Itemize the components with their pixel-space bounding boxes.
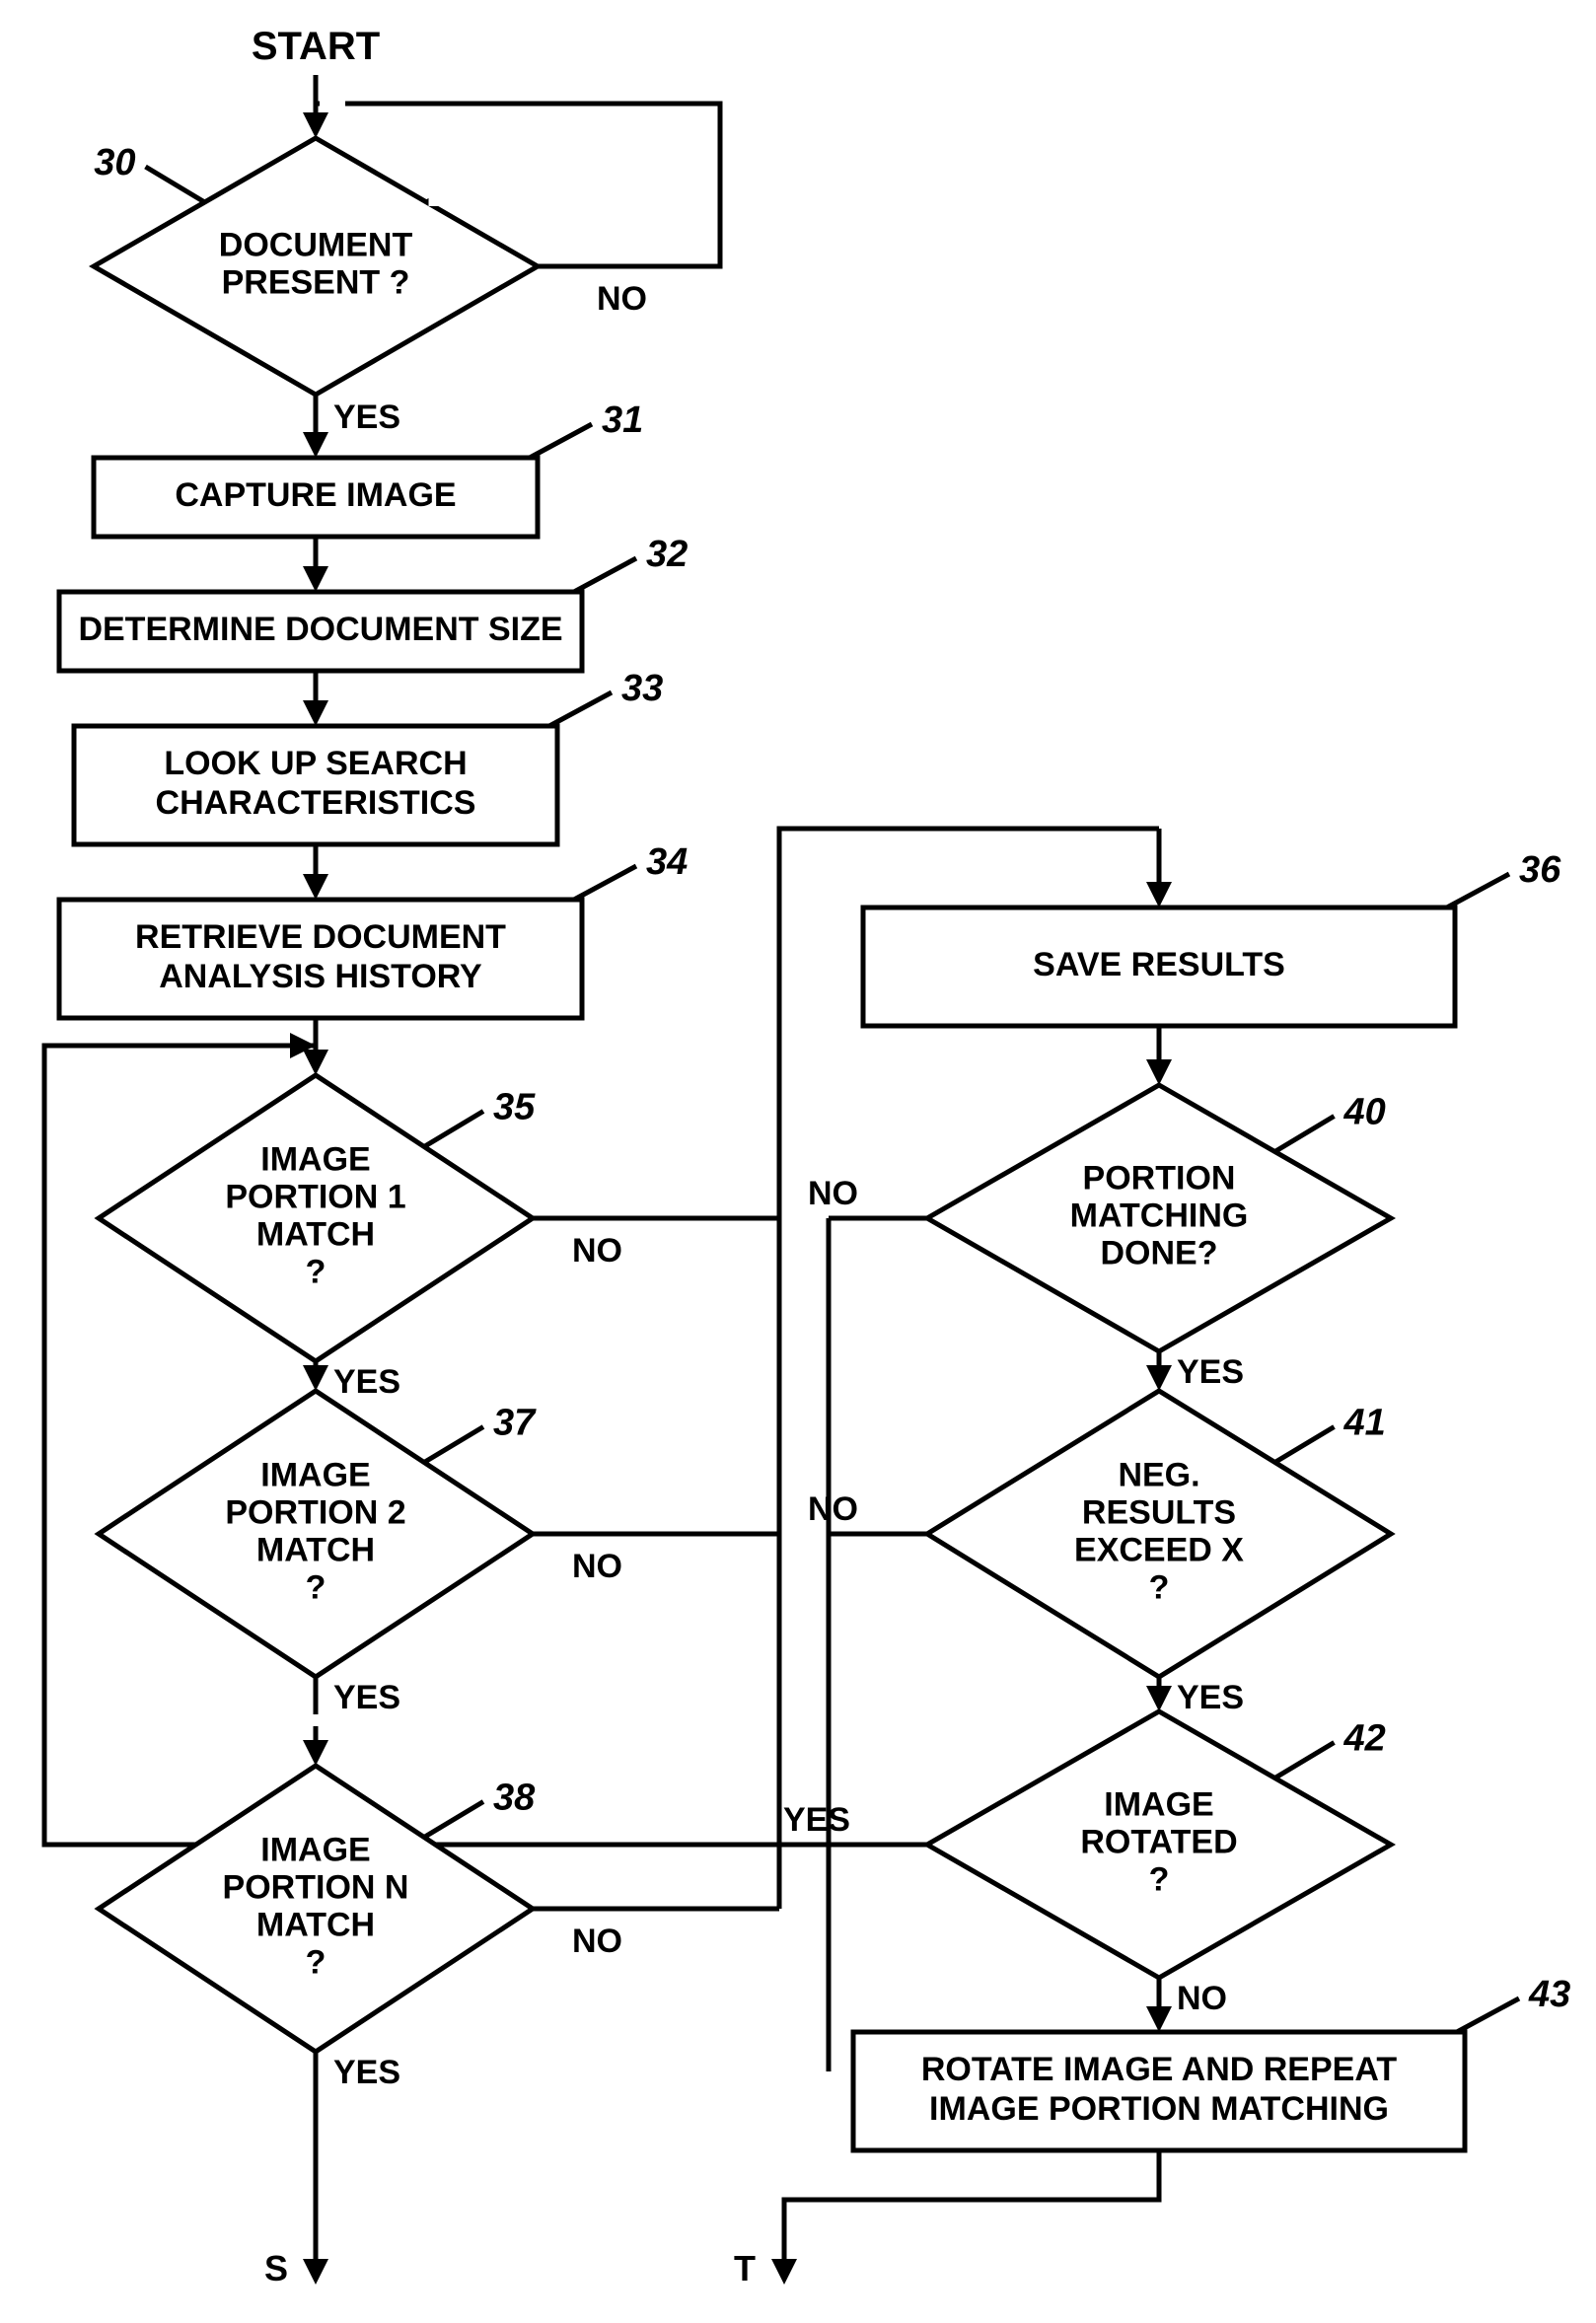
svg-text:32: 32	[646, 534, 688, 575]
svg-text:PORTION 1: PORTION 1	[225, 1178, 405, 1215]
node-n40: PORTIONMATCHINGDONE? 40	[927, 1085, 1391, 1351]
svg-text:IMAGE: IMAGE	[1104, 1785, 1213, 1823]
svg-text:YES: YES	[1177, 1353, 1244, 1391]
svg-text:38: 38	[493, 1778, 536, 1819]
svg-text:T: T	[734, 2248, 756, 2288]
svg-text:MATCH: MATCH	[256, 1531, 375, 1568]
svg-text:41: 41	[1343, 1403, 1386, 1444]
svg-text:YES: YES	[783, 1801, 850, 1839]
svg-text:IMAGE: IMAGE	[260, 1456, 370, 1493]
svg-text:36: 36	[1519, 849, 1561, 891]
svg-text:SAVE RESULTS: SAVE RESULTS	[1033, 946, 1285, 983]
svg-text:NO: NO	[808, 1175, 858, 1212]
svg-text:40: 40	[1343, 1092, 1386, 1133]
node-n34: RETRIEVE DOCUMENTANALYSIS HISTORY 34	[59, 841, 688, 1018]
svg-text:?: ?	[306, 1568, 326, 1606]
svg-text:ROTATE IMAGE AND REPEAT: ROTATE IMAGE AND REPEAT	[921, 2051, 1398, 2088]
svg-text:YES: YES	[333, 1363, 400, 1401]
svg-text:?: ?	[1149, 1860, 1170, 1898]
svg-text:?: ?	[306, 1943, 326, 1981]
svg-text:LOOK UP SEARCH: LOOK UP SEARCH	[164, 745, 467, 782]
svg-text:NO: NO	[572, 1548, 622, 1585]
svg-text:MATCH: MATCH	[256, 1215, 375, 1253]
svg-text:EXCEED X: EXCEED X	[1074, 1531, 1244, 1568]
svg-text:ANALYSIS HISTORY: ANALYSIS HISTORY	[159, 958, 482, 995]
svg-text:YES: YES	[333, 2054, 400, 2091]
svg-text:YES: YES	[333, 1679, 400, 1716]
svg-text:NO: NO	[1177, 1980, 1227, 2017]
svg-text:ROTATED: ROTATED	[1080, 1823, 1237, 1860]
svg-text:PORTION: PORTION	[1083, 1159, 1236, 1197]
svg-text:35: 35	[493, 1087, 536, 1128]
svg-text:DETERMINE DOCUMENT SIZE: DETERMINE DOCUMENT SIZE	[78, 611, 562, 648]
svg-text:NO: NO	[572, 1232, 622, 1270]
svg-text:43: 43	[1528, 1974, 1570, 2015]
svg-text:PORTION N: PORTION N	[223, 1868, 409, 1906]
node-n41: NEG.RESULTSEXCEED X? 41	[927, 1391, 1391, 1677]
svg-text:PRESENT ?: PRESENT ?	[222, 263, 410, 301]
svg-text:YES: YES	[1177, 1679, 1244, 1716]
svg-text:S: S	[264, 2248, 288, 2288]
svg-text:MATCH: MATCH	[256, 1906, 375, 1943]
svg-text:NEG.: NEG.	[1118, 1456, 1199, 1493]
node-n38: IMAGEPORTION NMATCH? 38	[99, 1766, 536, 2052]
svg-text:YES: YES	[333, 399, 400, 436]
svg-text:NO: NO	[597, 280, 647, 318]
svg-text:?: ?	[306, 1253, 326, 1290]
svg-text:RESULTS: RESULTS	[1082, 1493, 1236, 1531]
svg-text:33: 33	[621, 668, 663, 709]
node-n42: IMAGEROTATED? 42	[927, 1711, 1391, 1978]
svg-text:NO: NO	[808, 1490, 858, 1528]
svg-text:NO: NO	[572, 1923, 622, 1960]
svg-text:DOCUMENT: DOCUMENT	[219, 226, 413, 263]
svg-text:42: 42	[1343, 1718, 1386, 1760]
svg-text:?: ?	[1149, 1568, 1170, 1606]
svg-text:RETRIEVE DOCUMENT: RETRIEVE DOCUMENT	[135, 918, 506, 956]
svg-text:31: 31	[602, 399, 643, 441]
svg-text:34: 34	[646, 841, 688, 883]
node-n35: IMAGEPORTION 1MATCH? 35	[99, 1075, 536, 1361]
node-n33: LOOK UP SEARCHCHARACTERISTICS 33	[74, 668, 663, 844]
node-n36: SAVE RESULTS 36	[863, 849, 1561, 1026]
svg-text:START: START	[252, 25, 380, 68]
svg-text:IMAGE: IMAGE	[260, 1140, 370, 1178]
svg-text:MATCHING: MATCHING	[1070, 1197, 1249, 1234]
svg-text:CAPTURE IMAGE: CAPTURE IMAGE	[175, 476, 456, 514]
svg-text:CHARACTERISTICS: CHARACTERISTICS	[156, 784, 476, 822]
svg-text:IMAGE: IMAGE	[260, 1831, 370, 1868]
svg-text:IMAGE PORTION MATCHING: IMAGE PORTION MATCHING	[929, 2090, 1389, 2128]
svg-text:37: 37	[493, 1403, 537, 1444]
node-n37: IMAGEPORTION 2MATCH? 37	[99, 1391, 537, 1677]
svg-text:DONE?: DONE?	[1101, 1234, 1218, 1271]
node-n32: DETERMINE DOCUMENT SIZE 32	[59, 534, 688, 671]
svg-text:PORTION 2: PORTION 2	[225, 1493, 405, 1531]
svg-text:30: 30	[94, 142, 135, 183]
